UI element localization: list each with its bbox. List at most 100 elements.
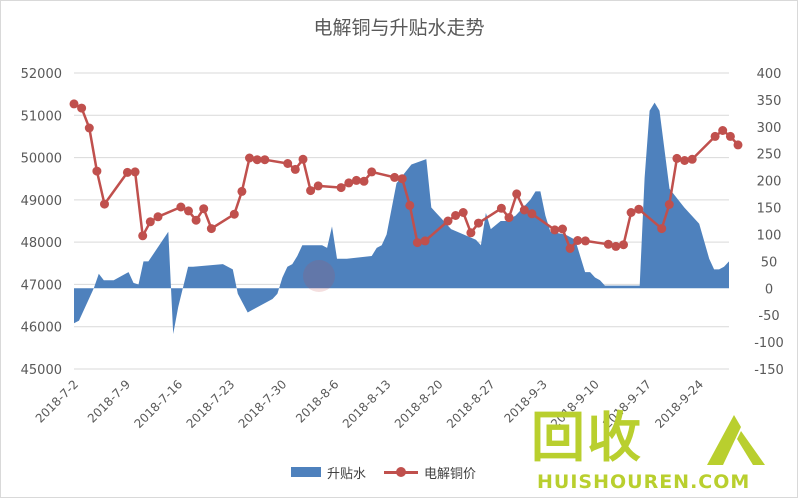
copper-price-point (344, 178, 354, 188)
copper-price-point (237, 186, 247, 196)
right-tick-label: -50 (758, 309, 779, 324)
copper-price-point (138, 231, 148, 241)
legend-item-premium: 升贴水 (291, 463, 366, 482)
copper-price-point (252, 155, 262, 165)
copper-price-point (458, 208, 468, 217)
copper-price-point (145, 217, 155, 227)
copper-price-point (199, 204, 209, 214)
x-tick-label: 2018-8-27 (444, 377, 498, 431)
copper-price-point (92, 166, 102, 176)
right-tick-label: 300 (757, 121, 782, 136)
copper-price-point (206, 224, 216, 234)
legend-label-copper: 电解铜价 (424, 466, 477, 482)
left-tick-label: 47000 (21, 278, 62, 293)
right-tick-label: 250 (757, 148, 782, 163)
legend-swatch-copper (384, 466, 419, 478)
right-tick-label: 150 (757, 202, 782, 217)
copper-price-point (420, 236, 430, 246)
right-tick-label: -100 (754, 336, 784, 351)
copper-price-point (351, 175, 361, 185)
copper-price-point (527, 209, 537, 219)
copper-price-point (260, 155, 270, 165)
series-copper-price-line (69, 99, 743, 253)
center-watermark (303, 260, 335, 292)
copper-price-point (184, 206, 193, 216)
copper-price-point (100, 199, 109, 209)
copper-price-point (634, 204, 644, 214)
copper-price-point (619, 240, 628, 250)
right-tick-label: 400 (757, 67, 782, 82)
copper-price-point (611, 241, 621, 251)
legend-item-copper: 电解铜价 (384, 463, 476, 482)
x-tick-label: 2018-7-16 (131, 377, 185, 431)
right-tick-label: 100 (757, 228, 782, 243)
copper-price-point (504, 213, 514, 223)
copper-price-point (130, 167, 140, 177)
premium-area-shape (74, 102, 729, 334)
copper-price-point (191, 215, 201, 225)
copper-price-point (336, 183, 346, 193)
copper-price-point (558, 224, 567, 234)
left-tick-label: 49000 (21, 194, 62, 209)
right-tick-label: 50 (761, 255, 778, 270)
series-premium-area (74, 102, 729, 334)
copper-price-point (313, 181, 323, 191)
copper-price-point (84, 123, 94, 133)
x-tick-label: 2018-7-9 (85, 377, 133, 425)
copper-price-point (672, 153, 682, 163)
copper-price-point (580, 236, 590, 246)
copper-price-point (412, 238, 422, 248)
center-watermark-mark (303, 260, 335, 292)
copper-price-point (451, 211, 461, 220)
copper-price-point (519, 205, 529, 215)
copper-price-point (306, 186, 316, 196)
copper-price-point (687, 154, 697, 164)
copper-price-point (69, 99, 79, 109)
copper-price-point (176, 202, 186, 212)
copper-price-point (283, 159, 293, 168)
left-axis: 45000 46000 47000 48000 49000 50000 51000 52000 (21, 67, 62, 378)
copper-price-point (550, 225, 560, 235)
chart-legend: 升贴水 电解铜价 (291, 461, 476, 483)
copper-price-point (680, 156, 690, 165)
copper-price-point (573, 236, 583, 245)
x-tick-label: 2018-8-20 (392, 377, 446, 431)
right-axis: -150 -100 -50 0 50 100 150 200 250 300 350 400 (754, 67, 784, 378)
right-tick-label: 200 (757, 175, 782, 190)
huishouren-watermark: 回收 HUISHOUREN.COM (531, 409, 793, 495)
copper-price-point (443, 216, 453, 226)
right-tick-label: 0 (765, 282, 773, 297)
copper-price-point (733, 140, 743, 150)
copper-price-point (664, 200, 674, 209)
x-tick-label: 2018-7-30 (236, 377, 290, 431)
copper-price-point (153, 212, 163, 222)
x-tick-label: 2018-8-13 (340, 377, 394, 431)
x-tick-label: 2018-7-23 (184, 377, 238, 431)
right-tick-label: -150 (754, 363, 784, 378)
copper-price-point (718, 126, 728, 135)
copper-price-point (603, 239, 613, 249)
copper-price-point (474, 218, 483, 228)
x-tick-label: 2018-8-6 (293, 377, 341, 425)
right-tick-label: 350 (757, 94, 782, 109)
copper-price-point (298, 154, 308, 164)
legend-label-premium: 升贴水 (327, 466, 367, 482)
copper-price-point (77, 103, 87, 113)
copper-price-point (565, 244, 575, 253)
copper-price-point (359, 176, 369, 186)
copper-price-point (397, 174, 407, 184)
copper-price-point (367, 167, 377, 177)
left-tick-label: 51000 (21, 109, 62, 124)
x-tick-label: 2018-7-2 (33, 377, 81, 425)
copper-price-point (657, 224, 667, 234)
copper-price-point (245, 153, 254, 163)
copper-price-point (626, 208, 636, 217)
copper-price-point (290, 164, 300, 174)
left-tick-label: 46000 (21, 321, 62, 336)
left-tick-label: 48000 (21, 236, 62, 251)
copper-price-point (496, 203, 506, 213)
watermark-logo-text: 回收 (531, 406, 643, 469)
left-tick-label: 45000 (21, 363, 62, 378)
left-tick-label: 52000 (21, 67, 62, 82)
